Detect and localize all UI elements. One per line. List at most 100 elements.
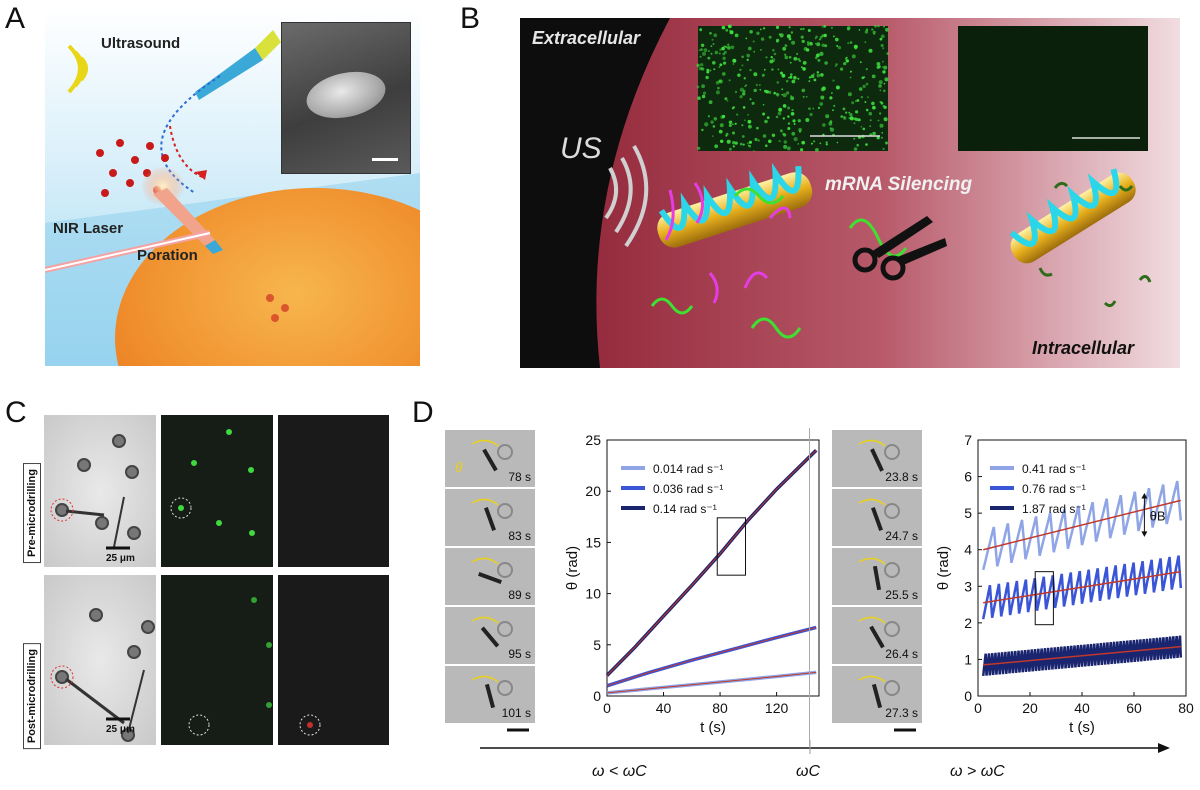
left-frame: 78 s [445, 430, 535, 487]
panel-c-label: C [5, 396, 27, 429]
y-axis-label: θ (rad) [935, 546, 952, 590]
fit-line [983, 645, 1181, 666]
nir-laser-label: NIR Laser [53, 220, 123, 237]
zoom-box [1034, 571, 1054, 626]
micrograph-strip-left: 78 s 83 s 89 s 95 s 101 s θ [445, 430, 535, 735]
right-frame: 23.8 s [832, 430, 922, 487]
pre-microdrilling-label: Pre-microdrilling [23, 463, 41, 564]
intracellular-label: Intracellular [1032, 338, 1135, 358]
left-frame: 83 s [445, 489, 535, 546]
legend-entry: 0.76 rad s⁻¹ [1022, 482, 1086, 496]
legend-entry: 0.14 rad s⁻¹ [653, 502, 717, 516]
poration-label: Poration [137, 247, 198, 264]
chart-theta-high-freq: 0 20 40 60 80 0 1 2 3 4 5 6 7 t (s) θ (rad) θB 0.41 rad … [935, 432, 1194, 736]
series-line [981, 635, 1183, 677]
micrograph-strip-right: 23.8 s 24.7 s 25.5 s 26.4 s 27.3 s [832, 430, 922, 735]
ultrasound-label: Ultrasound [101, 35, 180, 52]
y-tick-label: 1 [964, 651, 972, 667]
right-frame: 24.7 s [832, 489, 922, 546]
timestamp-label: 89 s [508, 588, 531, 602]
y-tick-label: 10 [585, 586, 601, 602]
frequency-axis-arrow: ω < ωC ωC ω > ωC [480, 740, 1170, 780]
brightfield-pre [44, 415, 156, 567]
y-tick-label: 0 [964, 688, 972, 704]
timestamp-label: 101 s [502, 706, 531, 720]
y-tick-label: 2 [964, 615, 972, 631]
x-axis-label: t (s) [700, 719, 726, 736]
x-tick-label: 80 [1178, 700, 1194, 716]
fluorescence-image-2 [958, 26, 1148, 151]
right-frames: 23.8 s 24.7 s 25.5 s 26.4 s 27.3 s [832, 430, 922, 732]
fit-line [983, 570, 1181, 604]
nanotool [153, 188, 215, 246]
brightfield-post [44, 575, 156, 745]
timestamp-label: 27.3 s [885, 706, 918, 720]
omega-c-label: ωC [796, 763, 820, 780]
x-tick-label: 40 [656, 700, 672, 716]
left-frame: 101 s [445, 666, 535, 723]
panel-d-label: D [412, 396, 434, 429]
right-frame: 25.5 s [832, 548, 922, 605]
fluorescence-red-pre [278, 415, 389, 567]
series-line [981, 480, 1183, 571]
sem-inset [281, 22, 411, 174]
nanoparticles [96, 139, 289, 322]
microscopy-grid: 25 μm 25 μm [44, 415, 389, 745]
right-frame: 27.3 s [832, 666, 922, 723]
legend-entry: 0.036 rad s⁻¹ [653, 482, 723, 496]
panel-a-figure: Ultrasound NIR Laser Poration [44, 8, 515, 488]
theta-symbol: θ [455, 459, 463, 475]
y-tick-label: 5 [964, 505, 972, 521]
mrna-silencing-label: mRNA Silencing [825, 174, 972, 195]
timestamp-label: 23.8 s [885, 470, 918, 484]
fluorescence-red-post [278, 575, 389, 745]
legend-entry: 0.41 rad s⁻¹ [1022, 462, 1086, 476]
y-tick-label: 7 [964, 432, 972, 448]
timestamp-label: 95 s [508, 647, 531, 661]
y-tick-label: 5 [593, 637, 601, 653]
scissors-icon [852, 216, 947, 281]
x-tick-label: 0 [603, 700, 611, 716]
series-line [981, 555, 1183, 620]
x-tick-label: 80 [712, 700, 728, 716]
post-microdrilling-label: Post-microdrilling [23, 643, 41, 750]
fluorescence-green-post [161, 575, 273, 745]
pipette-icon [195, 30, 281, 100]
x-tick-label: 20 [1022, 700, 1038, 716]
scale-label-post: 25 μm [106, 724, 135, 735]
x-tick-label: 60 [1126, 700, 1142, 716]
scale-bar [372, 158, 398, 161]
us-label: US [560, 132, 602, 165]
chart-theta-low-freq: 0 40 80 120 0 5 10 15 20 25 t (s) θ (rad) 0.014 rad … [564, 432, 820, 736]
legend-entry: 1.87 rad s⁻¹ [1022, 502, 1086, 516]
extracellular-label: Extracellular [532, 28, 641, 48]
fluorescence-green-pre [161, 415, 273, 567]
left-frame: 89 s [445, 548, 535, 605]
helical-nanomotor-1 [657, 162, 813, 248]
theta-b-label: θB [1150, 508, 1166, 523]
fit-line [606, 449, 817, 676]
plot-frame [606, 439, 820, 697]
left-frames: 78 s 83 s 89 s 95 s 101 s θ [445, 430, 535, 732]
fit-line [606, 626, 817, 687]
panel-b-illustration: Extracellular US mRNA Silencing [520, 18, 1180, 368]
sound-wave-icon [604, 144, 649, 248]
x-tick-label: 40 [1074, 700, 1090, 716]
y-tick-label: 15 [585, 534, 601, 550]
panel-b-figure: Extracellular US mRNA Silencing [520, 18, 1180, 368]
y-tick-label: 3 [964, 578, 972, 594]
y-tick-label: 6 [964, 469, 972, 485]
timestamp-label: 78 s [508, 470, 531, 484]
legend-entry: 0.014 rad s⁻¹ [653, 462, 723, 476]
timestamp-label: 24.7 s [885, 529, 918, 543]
scale-label-pre: 25 μm [106, 553, 135, 564]
ultrasound-icon [67, 44, 88, 94]
panel-b-label: B [460, 2, 481, 35]
y-axis-label: θ (rad) [564, 546, 581, 590]
mrna-strands [650, 187, 908, 339]
y-tick-label: 20 [585, 483, 601, 499]
y-tick-label: 0 [593, 688, 601, 704]
divider-line [809, 428, 810, 746]
panel-a-label: A [5, 2, 26, 35]
x-tick-label: 120 [765, 700, 789, 716]
